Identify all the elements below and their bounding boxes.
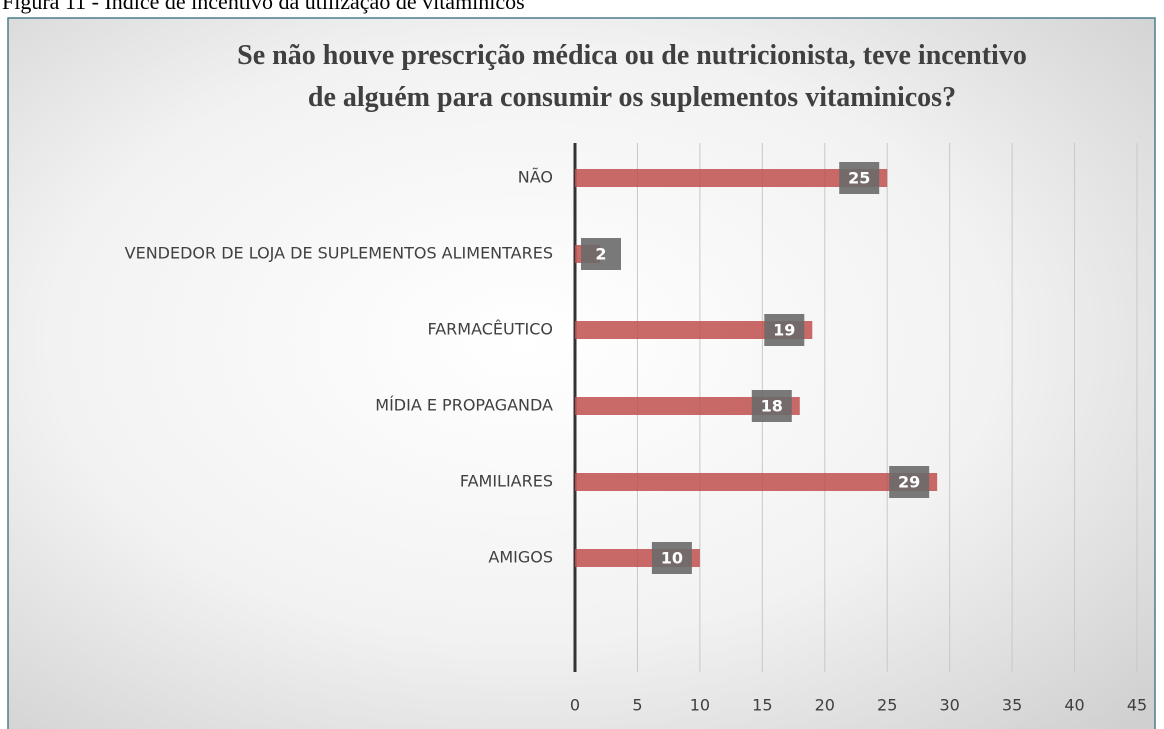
x-tick-label: 30 [939, 696, 959, 715]
data-label-box [751, 390, 792, 422]
data-label-box [839, 162, 880, 194]
chart-frame [7, 17, 1156, 729]
data-label-box [651, 542, 692, 574]
bar [575, 321, 813, 339]
data-label: 19 [773, 321, 795, 340]
data-label: 10 [661, 549, 683, 568]
title-line: de alguém para consumir os suplementos v… [308, 82, 956, 113]
y-tick-label: FAMILIARES [460, 472, 553, 491]
y-tick-label: NÃO [518, 168, 553, 187]
x-tick-label: 35 [1002, 696, 1022, 715]
x-tick-label: 20 [815, 696, 835, 715]
title-line: Se não houve prescrição médica ou de nut… [237, 40, 1027, 71]
x-tick-label: 5 [632, 696, 642, 715]
bar [575, 473, 938, 491]
chart-title: Se não houve prescrição médica ou de nut… [237, 40, 1027, 113]
x-tick-label: 15 [752, 696, 772, 715]
data-label: 2 [595, 245, 606, 264]
x-tick-label: 45 [1127, 696, 1147, 715]
x-tick-label: 40 [1064, 696, 1084, 715]
x-tick-label: 0 [570, 696, 580, 715]
data-label-box [764, 314, 805, 346]
bar [575, 169, 888, 187]
x-tick-label: 10 [690, 696, 710, 715]
y-tick-label: MÍDIA E PROPAGANDA [375, 396, 553, 415]
y-tick-label: FARMACÊUTICO [427, 320, 553, 339]
plot: 0 5 10 15 20 25 30 35 40 45 NÃO 25 VENDEDOR DE LOJA … [125, 143, 1147, 715]
data-label: 29 [898, 473, 920, 492]
data-label-box [889, 466, 930, 498]
y-tick-label: VENDEDOR DE LOJA DE SUPLEMENTOS ALIMENTA… [125, 244, 553, 263]
caption: Figura 11 - Índice de incentivo da utili… [2, 0, 525, 14]
data-label: 25 [848, 169, 870, 188]
data-label: 18 [761, 397, 783, 416]
x-tick-label: 25 [877, 696, 897, 715]
data-label-box [581, 238, 621, 270]
bar [575, 397, 800, 415]
y-tick-label: AMIGOS [488, 548, 553, 567]
